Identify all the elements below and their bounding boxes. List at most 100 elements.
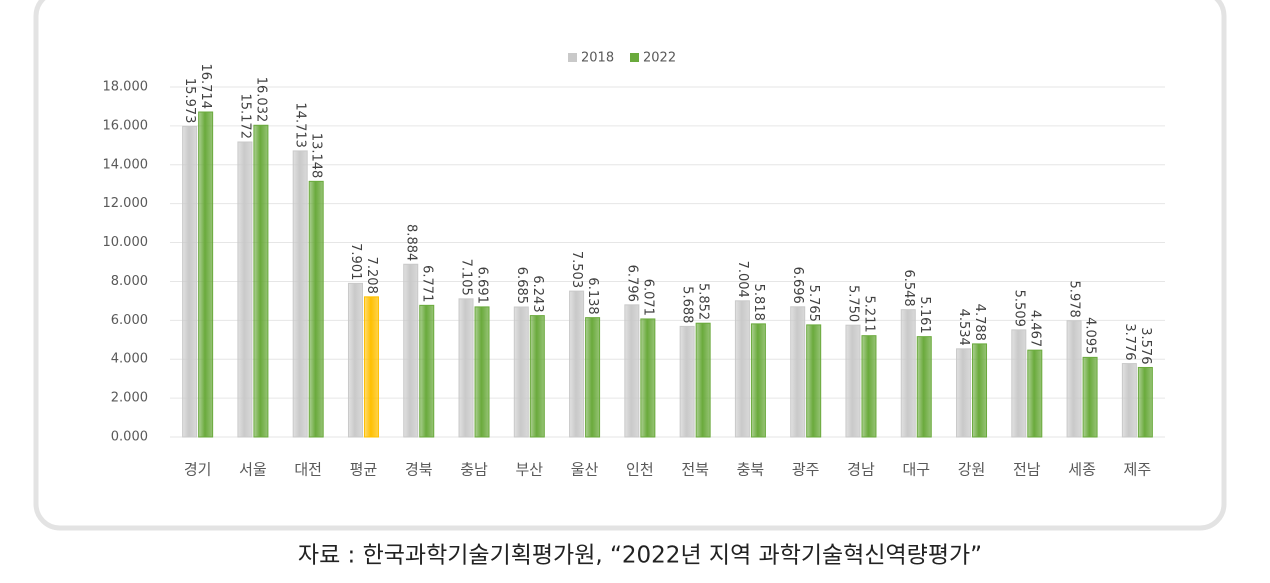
bar [972,343,988,438]
bar [182,125,198,438]
value-label: 6.071 [640,279,655,316]
value-label: 13.148 [309,133,324,179]
bar [1137,366,1153,438]
value-label: 5.161 [917,296,932,333]
x-tick-label: 세종 [1068,461,1096,479]
y-tick-label: 8.000 [111,274,148,289]
bar [695,322,711,438]
x-tick-label: 대전 [294,461,322,479]
x-tick-label: 울산 [571,461,599,479]
bar [1011,329,1027,438]
value-label: 6.691 [475,267,490,304]
value-label: 6.796 [624,265,639,302]
bar [308,180,324,438]
x-tick-label: 경북 [405,461,433,479]
value-label: 7.004 [735,261,750,298]
value-label: 4.534 [956,309,971,346]
bar [569,290,585,438]
y-tick-label: 6.000 [111,313,148,328]
x-tick-label: 강원 [958,461,986,479]
bar [845,324,861,438]
value-label: 14.713 [293,102,308,148]
bar [292,150,308,438]
value-label: 5.750 [845,285,860,322]
bar [861,335,877,438]
value-label: 5.818 [751,284,766,321]
value-label: 4.095 [1083,317,1098,354]
value-label: 15.973 [182,78,197,124]
value-label: 5.978 [1067,281,1082,318]
x-tick-label: 전북 [681,461,709,479]
x-tick-label: 충북 [737,461,765,479]
legend-label: 2022 [643,51,676,66]
x-tick-label: 경기 [184,461,212,479]
bar [640,318,656,438]
bar [347,282,363,438]
x-tick-label: 부산 [516,461,544,479]
x-tick-label: 경남 [847,461,875,479]
value-label: 3.776 [1122,323,1137,360]
legend-label: 2018 [581,51,614,66]
bar [900,309,916,438]
value-label: 5.688 [680,286,695,323]
x-tick-label: 평균 [350,461,378,479]
bar [624,304,640,438]
value-label: 6.138 [585,277,600,314]
bar [403,263,419,438]
value-label: 6.771 [419,265,434,302]
bar [363,296,379,438]
value-label: 5.852 [696,283,711,320]
y-tick-label: 2.000 [111,391,148,406]
value-label: 7.105 [459,259,474,296]
bar [198,111,214,438]
y-tick-label: 18.000 [103,80,149,95]
bar [253,124,269,438]
value-label: 6.548 [901,269,916,306]
value-label: 16.032 [253,77,268,123]
bar [237,141,253,438]
y-tick-label: 10.000 [103,235,149,250]
value-label: 7.901 [348,243,363,280]
value-label: 7.503 [569,251,584,288]
bar [916,336,932,438]
bar [458,298,474,438]
source-note: 자료 : 한국과학기술기획평가원, “2022년 지역 과학기술혁신역량평가” [298,543,982,569]
bar [585,317,601,438]
bar [679,325,695,438]
value-label: 5.765 [806,285,821,322]
x-tick-label: 광주 [792,461,820,479]
y-tick-label: 14.000 [103,157,149,172]
value-label: 15.172 [237,93,252,139]
x-tick-label: 서울 [239,461,267,479]
value-label: 8.884 [403,224,418,261]
bar [529,315,545,438]
value-label: 6.696 [790,267,805,304]
value-label: 6.685 [514,267,529,304]
value-label: 5.211 [861,295,876,332]
bar [1121,363,1137,438]
bar [474,306,490,438]
x-tick-label: 전남 [1013,461,1041,479]
legend-swatch [630,53,639,62]
bar [513,306,529,438]
legend-swatch [568,53,577,62]
bar [956,348,972,438]
value-label: 5.509 [1011,290,1026,327]
value-label: 6.243 [530,275,545,312]
x-tick-label: 제주 [1124,461,1152,479]
bar [750,323,766,438]
bar [419,304,435,438]
bar [734,300,750,438]
x-tick-label: 대구 [902,461,930,479]
bar [1066,320,1082,438]
value-label: 16.714 [198,64,213,110]
value-label: 7.208 [364,257,379,294]
value-label: 4.467 [1027,310,1042,347]
y-tick-label: 0.000 [111,430,148,445]
bar [1027,349,1043,438]
bar [790,306,806,438]
x-tick-label: 충남 [460,461,488,479]
value-label: 4.788 [972,304,987,341]
